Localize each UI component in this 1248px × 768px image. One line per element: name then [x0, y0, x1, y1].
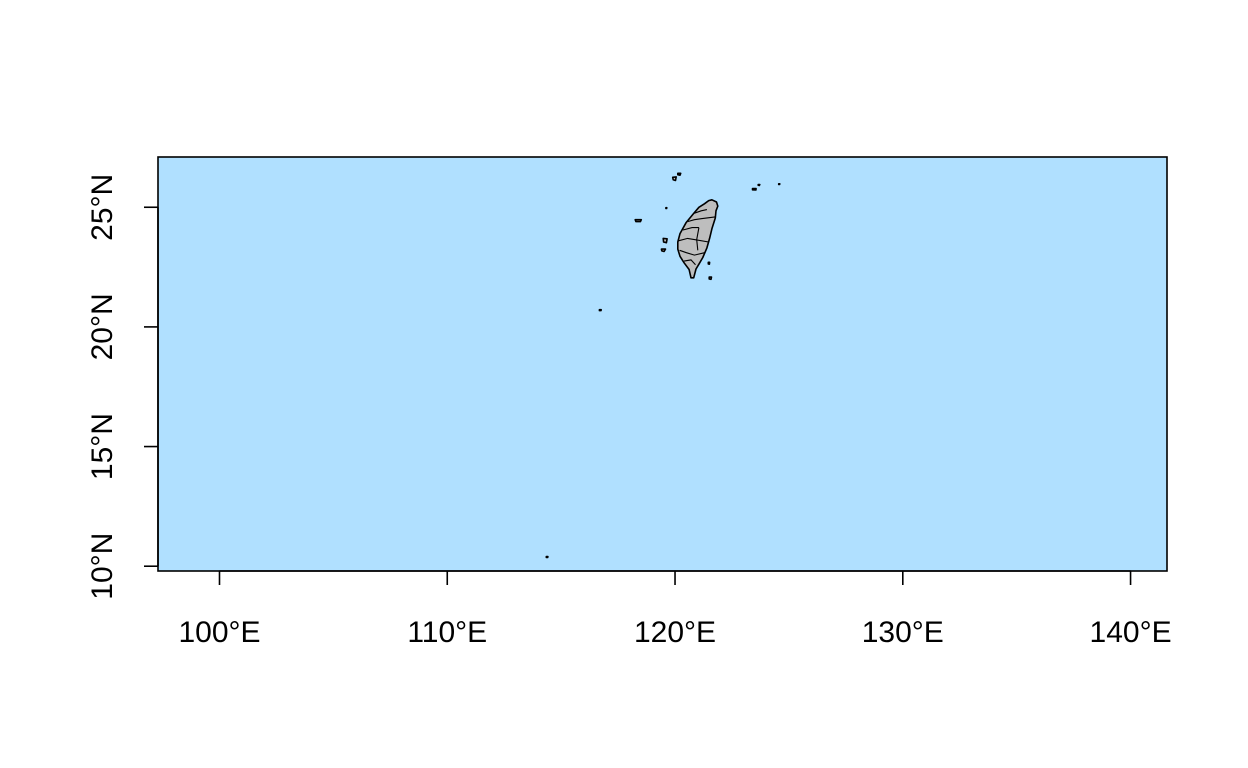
land-layer	[545, 172, 781, 559]
land-region-11	[777, 183, 781, 186]
y-axis: 10°N 15°N 20°N 25°N	[86, 174, 159, 600]
land-region-9	[751, 187, 757, 191]
admin-border-3	[679, 249, 705, 256]
land-region-3	[634, 218, 643, 223]
land-region-0	[676, 199, 719, 279]
admin-border-4	[684, 259, 696, 266]
land-region-10	[757, 183, 761, 187]
ocean-background	[158, 157, 1167, 571]
admin-border-0	[687, 216, 717, 223]
x-tick-label: 140°E	[1090, 616, 1172, 649]
y-tick-label: 10°N	[86, 533, 119, 600]
x-tick-label: 110°E	[407, 616, 487, 649]
land-region-4	[671, 176, 678, 182]
x-tick-label: 100°E	[178, 616, 260, 649]
land-region-7	[708, 276, 713, 281]
y-tick-label: 25°N	[86, 174, 119, 241]
x-tick-label: 130°E	[862, 616, 944, 649]
x-axis: 100°E 110°E 120°E 130°E 140°E	[178, 570, 1172, 649]
admin-border-2	[678, 237, 709, 243]
land-region-12	[545, 555, 549, 559]
admin-border-6	[696, 227, 700, 251]
land-region-13	[665, 206, 668, 210]
x-tick-label: 120°E	[634, 616, 716, 649]
admin-border-1	[682, 227, 699, 231]
admin-border-5	[694, 209, 708, 214]
y-tick-label: 15°N	[86, 413, 119, 480]
land-region-5	[676, 172, 682, 176]
land-region-1	[662, 237, 668, 244]
y-tick-label: 20°N	[86, 293, 119, 360]
land-region-6	[707, 261, 711, 266]
land-region-8	[598, 308, 603, 312]
land-region-2	[660, 248, 667, 253]
